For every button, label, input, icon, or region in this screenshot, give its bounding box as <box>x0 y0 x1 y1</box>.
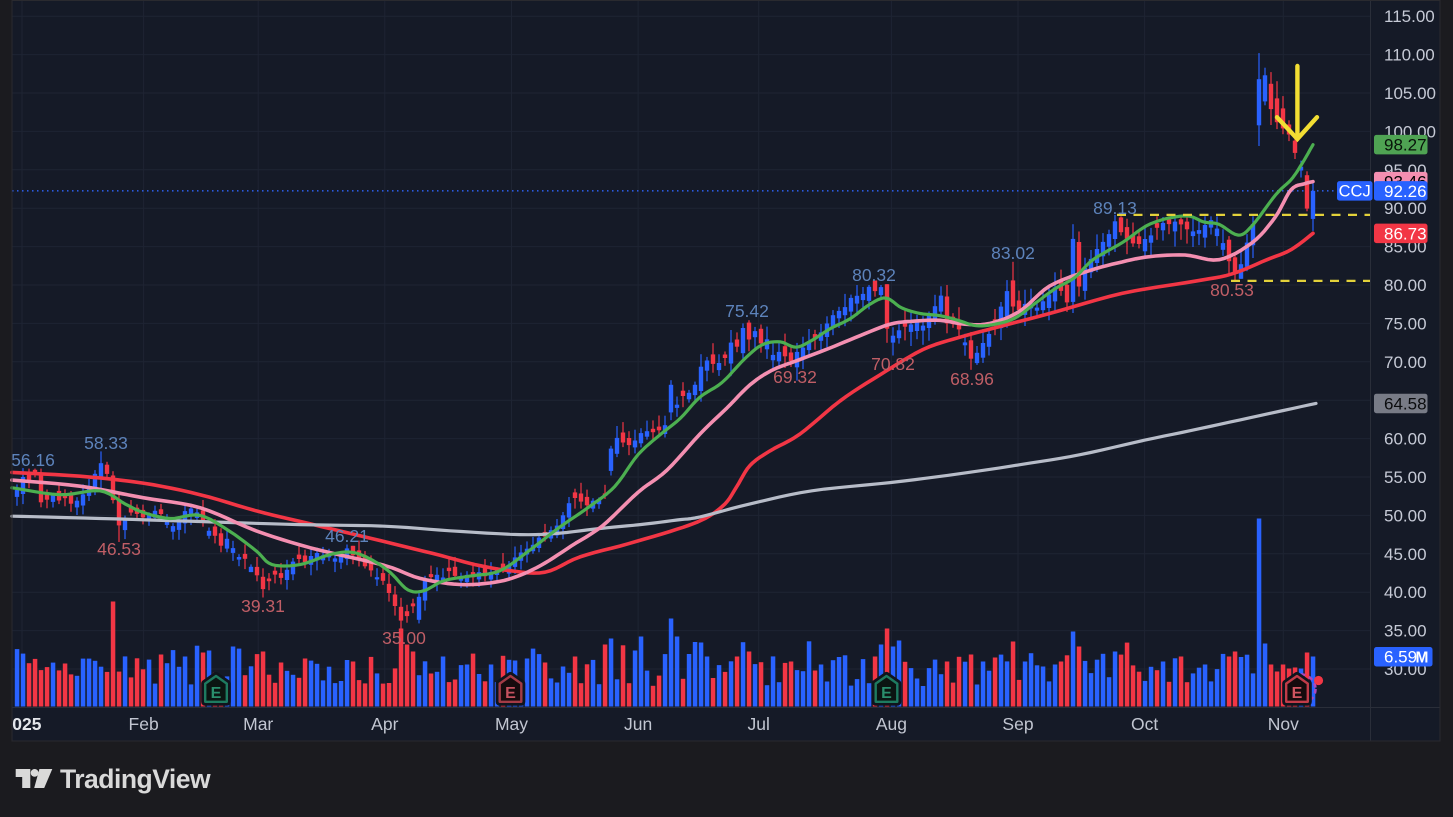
svg-text:115.00: 115.00 <box>1384 7 1435 26</box>
svg-text:98.27: 98.27 <box>1384 136 1427 155</box>
svg-text:80.53: 80.53 <box>1210 280 1254 300</box>
svg-text:6.59: 6.59 <box>1384 648 1417 667</box>
svg-text:40.00: 40.00 <box>1384 583 1427 602</box>
svg-text:Nov: Nov <box>1268 714 1299 734</box>
svg-text:80.32: 80.32 <box>852 265 896 285</box>
svg-text:105.00: 105.00 <box>1384 84 1436 103</box>
svg-text:35.00: 35.00 <box>382 628 426 648</box>
svg-text:2025: 2025 <box>3 714 42 734</box>
svg-text:Oct: Oct <box>1131 714 1158 734</box>
svg-text:69.32: 69.32 <box>773 367 817 387</box>
svg-text:Apr: Apr <box>371 714 398 734</box>
svg-text:46.53: 46.53 <box>97 539 141 559</box>
svg-text:Mar: Mar <box>243 714 273 734</box>
svg-text:50.00: 50.00 <box>1384 506 1427 525</box>
svg-text:70.82: 70.82 <box>871 354 915 374</box>
svg-text:110.00: 110.00 <box>1384 46 1435 65</box>
svg-text:64.58: 64.58 <box>1384 394 1427 413</box>
svg-text:Jul: Jul <box>748 714 770 734</box>
svg-text:E: E <box>505 685 516 702</box>
svg-text:80.00: 80.00 <box>1384 276 1427 295</box>
svg-text:M: M <box>1416 650 1429 667</box>
svg-text:Jun: Jun <box>624 714 652 734</box>
svg-text:83.02: 83.02 <box>991 243 1035 263</box>
svg-text:Feb: Feb <box>129 714 159 734</box>
svg-text:89.13: 89.13 <box>1093 198 1137 218</box>
svg-text:90.00: 90.00 <box>1384 199 1427 218</box>
svg-text:May: May <box>495 714 528 734</box>
svg-text:92.26: 92.26 <box>1384 182 1427 201</box>
svg-text:68.96: 68.96 <box>950 369 994 389</box>
svg-text:70.00: 70.00 <box>1384 353 1427 372</box>
svg-text:46.21: 46.21 <box>325 526 369 546</box>
svg-text:E: E <box>881 685 892 702</box>
svg-text:E: E <box>1292 685 1303 702</box>
svg-text:Sep: Sep <box>1002 714 1033 734</box>
svg-text:55.00: 55.00 <box>1384 468 1427 487</box>
svg-text:58.33: 58.33 <box>84 433 128 453</box>
svg-text:86.73: 86.73 <box>1384 224 1427 243</box>
svg-text:39.31: 39.31 <box>241 596 285 616</box>
svg-text:E: E <box>211 685 222 702</box>
svg-text:35.00: 35.00 <box>1384 622 1427 641</box>
svg-text:56.16: 56.16 <box>11 450 55 470</box>
svg-text:45.00: 45.00 <box>1384 545 1427 564</box>
svg-text:60.00: 60.00 <box>1384 430 1427 449</box>
svg-text:75.42: 75.42 <box>725 301 769 321</box>
svg-text:75.00: 75.00 <box>1384 314 1427 333</box>
svg-text:CCJ: CCJ <box>1339 183 1371 201</box>
svg-text:TradingView: TradingView <box>60 764 211 794</box>
svg-text:Aug: Aug <box>876 714 907 734</box>
